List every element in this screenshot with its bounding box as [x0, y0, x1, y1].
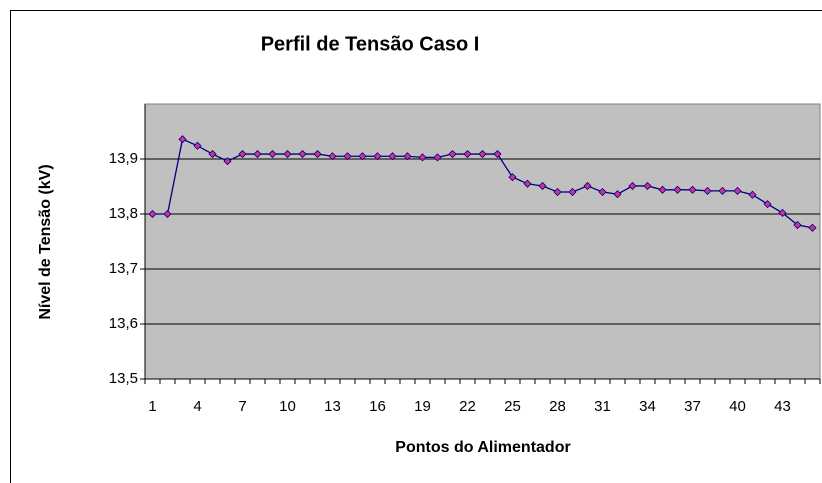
point: [418, 153, 427, 162]
y-tick-label: 13,7: [109, 260, 138, 277]
x-tick-label: 13: [324, 398, 341, 415]
x-tick-label: 34: [639, 398, 656, 415]
point: [673, 185, 682, 194]
point: [208, 149, 217, 159]
point: [163, 209, 172, 219]
point: [538, 181, 547, 191]
x-tick-label: 16: [369, 398, 386, 415]
point: [493, 149, 502, 159]
point: [568, 187, 577, 197]
point: [313, 149, 322, 159]
x-tick-label: 40: [729, 398, 746, 415]
point: [403, 152, 412, 161]
point: [193, 141, 202, 150]
point: [688, 185, 697, 194]
x-tick-label: 4: [193, 398, 201, 415]
point: [358, 152, 367, 161]
point: [388, 152, 397, 161]
point: [628, 181, 637, 191]
point: [703, 186, 712, 195]
x-tick-label: 37: [684, 398, 701, 415]
point: [508, 173, 517, 182]
point: [718, 186, 727, 195]
point: [253, 149, 262, 159]
point: [658, 185, 667, 194]
x-tick-label: 22: [459, 398, 476, 415]
x-tick-label: 1: [148, 398, 156, 415]
y-tick-label: 13,6: [109, 315, 138, 332]
point: [238, 149, 247, 159]
plot-area: [144, 103, 821, 380]
point: [778, 208, 787, 217]
y-axis-title: Nível de Tensão (kV): [37, 164, 54, 319]
x-axis-title: Pontos do Alimentador: [395, 439, 570, 456]
point: [178, 135, 187, 144]
point: [283, 149, 292, 159]
point: [553, 187, 562, 197]
point: [643, 181, 652, 191]
point: [733, 186, 742, 195]
y-tick-label: 13,5: [109, 370, 138, 387]
x-tick-label: 28: [549, 398, 566, 415]
chart-title: Perfil de Tensão Caso I: [261, 33, 480, 55]
point: [613, 190, 622, 199]
point: [268, 149, 277, 159]
point: [328, 152, 337, 161]
point: [478, 149, 487, 159]
point: [373, 152, 382, 161]
point: [433, 153, 442, 162]
point: [523, 179, 532, 188]
y-tick-label: 13,9: [109, 150, 138, 167]
y-tick-label: 13,8: [109, 205, 138, 222]
point: [748, 190, 757, 199]
point: [148, 209, 157, 219]
point: [808, 223, 817, 232]
x-tick-label: 31: [594, 398, 611, 415]
point: [793, 220, 802, 230]
point: [343, 152, 352, 161]
point: [598, 187, 607, 197]
point: [223, 157, 232, 166]
x-tick-label: 43: [774, 398, 791, 415]
point: [583, 181, 592, 191]
point: [763, 200, 772, 209]
x-tick-label: 25: [504, 398, 521, 415]
x-tick-label: 10: [279, 398, 296, 415]
point: [463, 149, 472, 159]
x-tick-label: 19: [414, 398, 431, 415]
x-tick-label: 7: [238, 398, 246, 415]
point: [298, 149, 307, 159]
point: [448, 149, 457, 159]
